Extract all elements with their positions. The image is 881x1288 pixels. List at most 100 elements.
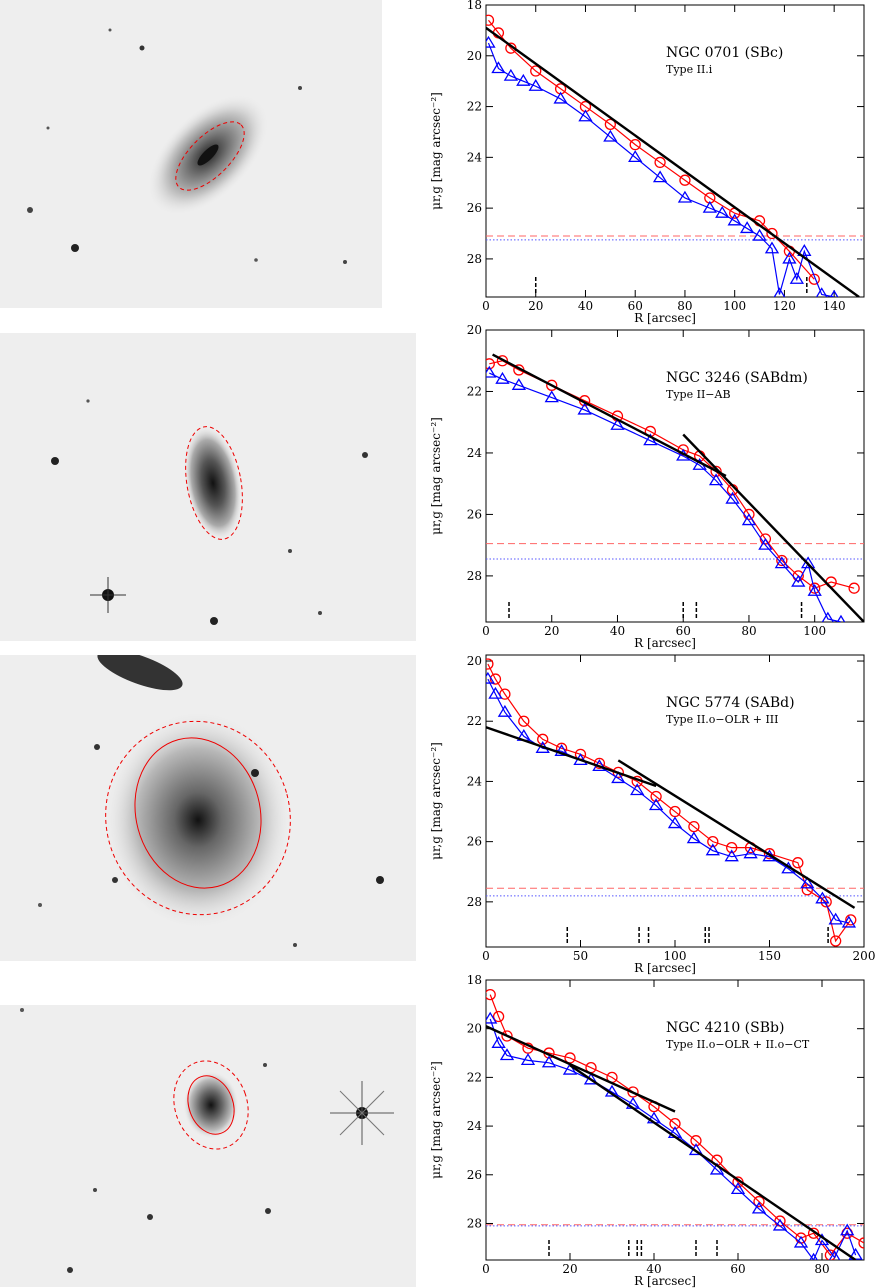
x-tick-label: 200 [853,949,876,963]
chart-title: NGC 3246 (SABdm) [666,370,808,386]
profile-plot-ngc5774: 0 50 100 150 200 20 22 24 26 28 R [arcsec] μr,g [ma… [429,654,876,975]
isophote-ellipse-outer [173,1060,249,1150]
g-band-point [741,513,757,526]
g-band-point [628,150,643,162]
g-band-point [667,816,683,829]
r-band-point [726,842,738,854]
x-axis-label: R [arcsec] [634,636,696,650]
plot-frame [485,4,865,298]
x-tick-label: 100 [723,299,746,313]
g-band-point [828,1250,841,1260]
g-band-profile-line [489,372,842,622]
isophote-ellipse-inner [187,1075,235,1135]
isophote-ellipse-outer [105,720,291,916]
r-band-point [530,65,542,77]
y-tick-label: 18 [467,0,482,12]
g-band-point [758,537,773,550]
x-tick-label: 80 [741,624,756,638]
x-axis-label: R [arcsec] [634,311,696,325]
x-tick-label: 40 [610,624,625,638]
g-band-point [725,491,740,504]
g-band-point [554,744,569,756]
g-band-point [809,1252,818,1260]
y-tick-label: 28 [467,895,482,909]
g-band-point [828,912,843,925]
r-band-point [763,848,776,860]
chart-subtitle: Type II.o−OLR + III [666,713,778,726]
isophote-ellipse [185,426,243,540]
g-band-point [739,221,755,234]
panel-ngc5774: 0 50 100 150 200 20 22 24 26 28 R [arcsec] μr,g [ma… [0,650,881,975]
y-tick-label: 20 [467,1022,482,1036]
y-axis-label: μr,g [mag arcsec⁻²] [429,1061,443,1179]
x-tick-label: 60 [676,624,691,638]
y-tick-label: 26 [467,835,482,849]
g-band-point [772,1218,788,1231]
x-tick-label: 60 [628,299,643,313]
g-band-point [782,251,797,264]
g-band-point [486,671,496,684]
g-band-point [841,915,857,928]
g-band-point [800,876,815,889]
x-tick-label: 50 [573,949,588,963]
y-tick-label: 22 [467,100,482,114]
x-tick-label: 120 [773,299,796,313]
g-band-point [815,891,830,904]
g-band-point [793,1235,809,1248]
r-band-point [593,757,606,770]
x-tick-label: 0 [482,299,490,313]
g-band-point [821,611,835,622]
r-band-point [820,896,832,908]
g-band-point [840,1223,855,1236]
g-band-point [516,73,531,86]
g-band-point [486,1011,498,1024]
x-tick-label: 0 [482,624,490,638]
r-band-point [679,174,691,186]
plot-area [486,658,864,947]
y-tick-label: 20 [467,325,482,337]
g-band-point [705,843,720,856]
r-band-profile-line [488,19,815,280]
g-band-point [495,371,510,384]
g-band-point [791,574,806,587]
r-band-point [489,673,502,685]
chart-subtitle: Type II−AB [666,388,731,401]
y-tick-label: 24 [467,1119,483,1133]
g-band-point [715,205,730,218]
g-band-point [730,1182,746,1195]
g-band-point [630,783,645,796]
g-band-point [610,418,625,430]
x-tick-label: 150 [758,949,781,963]
galaxy-image-ngc3246 [0,333,416,641]
r-band-point [801,884,813,896]
y-tick-label: 24 [467,150,483,164]
x-tick-label: 0 [482,949,490,963]
exponential-fit-line [682,433,864,622]
g-band-point [643,433,658,446]
y-tick-label: 22 [467,714,482,728]
plot-area [486,988,864,1260]
chart-subtitle: Type II.i [666,63,713,76]
isophote-ellipse-inner [134,737,262,889]
x-tick-label: 80 [677,299,692,313]
r-band-point [486,358,495,370]
panel-ngc0701: 0 20 40 60 80 100 120 140 18 20 22 24 26 28 R [arcsec]… [0,0,881,325]
g-band-point [544,390,559,403]
r-band-point [486,14,495,26]
profile-plot-ngc3246: 0 20 40 60 80 100 20 22 24 26 28 R [arcsec] μr,g [ma… [429,325,865,650]
g-band-point [815,287,828,297]
g-band-point [553,91,568,104]
y-tick-label: 20 [467,49,482,63]
g-band-point [577,402,592,415]
g-band-point [724,849,739,862]
exponential-fit-line [492,353,727,478]
plot-area [486,14,864,297]
g-band-point [648,798,664,811]
x-tick-label: 40 [646,1262,661,1276]
y-tick-label: 18 [467,975,482,987]
g-band-point [702,200,717,213]
x-axis-label: R [arcsec] [634,961,696,975]
g-band-point [829,289,839,297]
r-band-point [650,790,662,803]
g-band-point [797,244,812,256]
